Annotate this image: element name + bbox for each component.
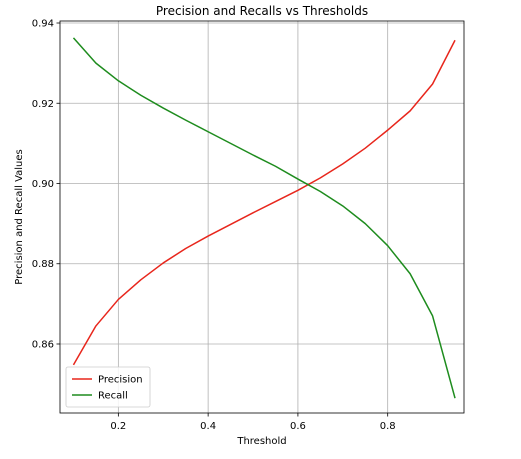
x-tick-label: 0.6: [290, 421, 306, 432]
x-tick-label: 0.8: [380, 421, 396, 432]
y-tick-label: 0.94: [32, 19, 54, 30]
y-tick-label: 0.86: [32, 339, 54, 350]
x-tick-label: 0.2: [110, 421, 126, 432]
precision-line: [72, 39, 456, 366]
y-axis-label: Precision and Recall Values: [14, 149, 25, 284]
axis-ticks: 0.2 0.4 0.6 0.8 0.86 0.88 0.90 0.92 0.94: [32, 19, 396, 432]
x-tick-label: 0.4: [200, 421, 216, 432]
legend-label-precision: Precision: [98, 375, 143, 386]
chart-title: Precision and Recalls vs Thresholds: [156, 4, 368, 18]
plot-frame: [59, 20, 465, 414]
y-tick-label: 0.92: [32, 99, 54, 110]
y-tick-label: 0.90: [32, 179, 54, 190]
legend-box: [65, 366, 151, 408]
series-lines: [72, 37, 456, 399]
y-tick-label: 0.88: [32, 259, 54, 270]
legend-label-recall: Recall: [98, 391, 128, 402]
grid-lines: [60, 21, 464, 413]
recall-line: [72, 37, 456, 399]
legend: Precision Recall: [65, 366, 151, 408]
x-axis-label: Threshold: [236, 436, 286, 447]
